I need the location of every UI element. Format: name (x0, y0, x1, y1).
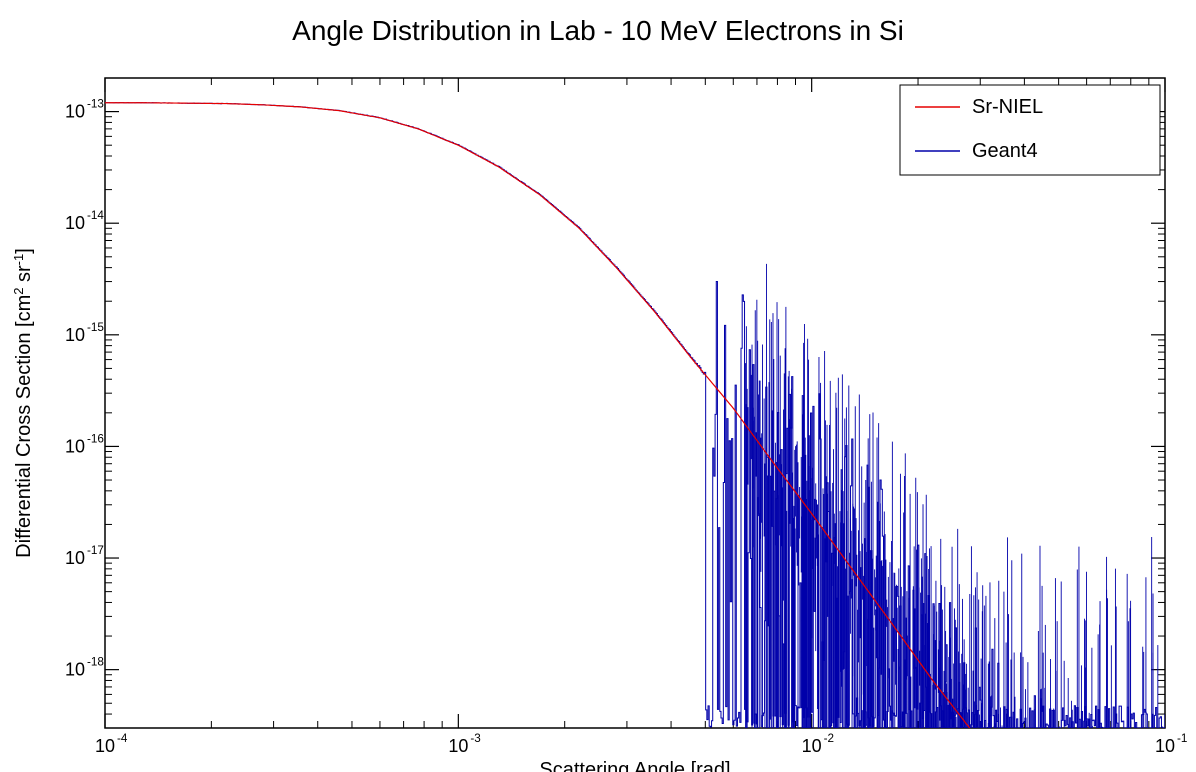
chart-container: Angle Distribution in Lab - 10 MeV Elect… (0, 0, 1196, 772)
svg-text:-18: -18 (87, 656, 104, 669)
svg-text:-17: -17 (87, 544, 104, 557)
svg-text:-14: -14 (87, 209, 104, 222)
svg-text:10: 10 (802, 736, 822, 756)
svg-text:10: 10 (448, 736, 468, 756)
svg-text:10: 10 (65, 213, 85, 233)
chart-svg: Angle Distribution in Lab - 10 MeV Elect… (0, 0, 1196, 772)
svg-text:-4: -4 (117, 732, 128, 745)
svg-text:10: 10 (65, 436, 85, 456)
svg-text:10: 10 (65, 102, 85, 122)
svg-text:Geant4: Geant4 (972, 140, 1038, 162)
svg-text:10: 10 (65, 325, 85, 345)
svg-text:-2: -2 (824, 732, 834, 745)
svg-text:-16: -16 (87, 432, 104, 445)
svg-text:-3: -3 (470, 732, 480, 745)
svg-text:-1: -1 (1177, 732, 1187, 745)
svg-text:-13: -13 (87, 98, 104, 111)
svg-text:10: 10 (1155, 736, 1175, 756)
svg-text:10: 10 (95, 736, 115, 756)
svg-text:-15: -15 (87, 321, 104, 334)
svg-text:Scattering Angle [rad]: Scattering Angle [rad] (539, 759, 730, 772)
svg-text:10: 10 (65, 660, 85, 680)
svg-text:10: 10 (65, 548, 85, 568)
svg-text:Sr-NIEL: Sr-NIEL (972, 96, 1043, 118)
svg-text:Angle Distribution in Lab - 10: Angle Distribution in Lab - 10 MeV Elect… (292, 15, 904, 46)
